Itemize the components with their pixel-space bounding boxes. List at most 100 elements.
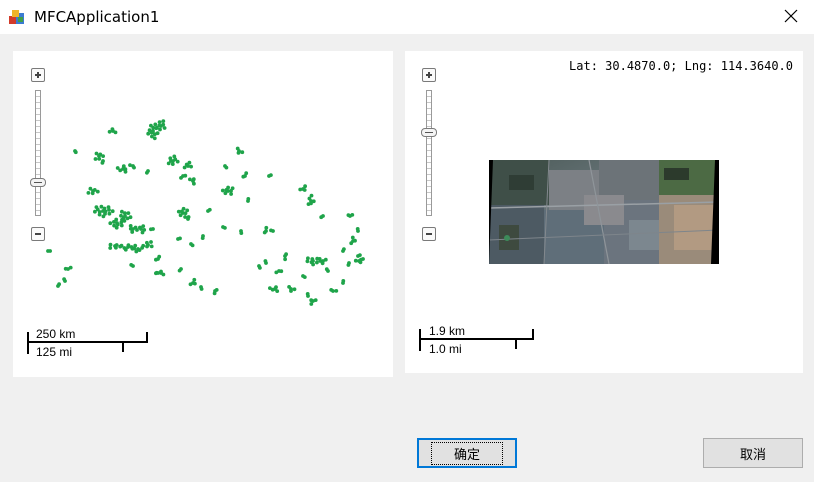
map-marker — [191, 177, 196, 182]
map-marker — [289, 289, 293, 293]
map-marker — [94, 151, 99, 156]
close-button[interactable] — [768, 0, 814, 32]
map-marker — [150, 134, 154, 139]
zoom-out-button[interactable] — [31, 227, 45, 241]
map-marker — [123, 211, 127, 216]
map-marker — [123, 247, 128, 252]
map-marker — [149, 240, 153, 244]
map-marker — [353, 258, 358, 263]
map-marker — [115, 222, 120, 227]
map-marker — [48, 249, 52, 253]
map-marker — [86, 191, 91, 195]
map-marker — [220, 188, 225, 193]
map-marker — [102, 206, 107, 211]
map-marker — [146, 131, 151, 136]
map-marker — [161, 119, 166, 123]
map-marker — [190, 243, 195, 248]
map-marker — [120, 209, 124, 214]
map-marker — [94, 205, 99, 210]
map-marker — [128, 224, 133, 228]
map-marker — [183, 211, 188, 216]
ok-button[interactable]: 确定 — [417, 438, 517, 468]
map-marker — [100, 161, 105, 165]
map-marker — [230, 186, 235, 191]
map-marker — [119, 223, 124, 228]
map-marker — [264, 225, 269, 230]
map-marker — [97, 157, 102, 161]
map-marker — [121, 164, 126, 169]
map-marker — [159, 269, 163, 274]
map-marker — [121, 215, 126, 220]
zoom-in-button[interactable] — [31, 68, 45, 82]
map-marker — [145, 170, 149, 175]
map-marker — [168, 156, 173, 161]
map-marker — [270, 287, 275, 292]
overview-map[interactable]: 250 km 125 mi — [13, 51, 393, 377]
map-marker — [309, 302, 314, 306]
map-marker — [99, 204, 104, 209]
scale-metric-label: 1.9 km — [429, 324, 466, 338]
map-marker — [135, 228, 139, 232]
map-marker — [73, 150, 78, 155]
map-marker — [350, 235, 355, 240]
zoom-slider-handle[interactable] — [30, 178, 46, 187]
map-marker — [226, 185, 231, 190]
map-marker — [192, 181, 196, 186]
map-marker — [287, 285, 291, 289]
map-marker — [358, 253, 362, 257]
map-marker — [153, 122, 158, 127]
map-marker — [134, 249, 139, 254]
map-marker — [172, 154, 177, 159]
map-marker — [173, 157, 178, 162]
map-marker — [132, 165, 136, 170]
zoom-in-button[interactable] — [422, 68, 436, 82]
map-marker — [188, 177, 192, 182]
map-marker — [179, 176, 183, 180]
map-marker — [141, 224, 146, 229]
map-marker — [123, 169, 128, 174]
map-marker — [126, 211, 131, 216]
map-marker — [141, 243, 146, 248]
map-marker — [309, 298, 314, 303]
map-marker — [178, 236, 182, 241]
map-marker — [126, 243, 131, 248]
map-marker — [108, 242, 113, 247]
map-marker — [359, 257, 363, 262]
title-bar: MFCApplication1 — [0, 0, 814, 34]
scale-imperial-label: 125 mi — [36, 345, 73, 359]
map-marker — [200, 236, 205, 241]
map-marker — [319, 215, 324, 220]
map-marker — [138, 225, 142, 230]
close-icon — [784, 9, 798, 23]
map-marker — [157, 120, 162, 124]
map-marker — [305, 259, 310, 264]
map-marker — [152, 136, 157, 141]
map-marker — [305, 292, 310, 296]
map-marker — [263, 259, 268, 263]
map-marker — [193, 281, 197, 286]
map-marker — [161, 272, 166, 277]
map-marker — [178, 213, 183, 218]
map-marker — [310, 257, 315, 261]
map-marker — [145, 244, 149, 249]
map-marker — [311, 199, 316, 204]
zoom-out-button[interactable] — [422, 227, 436, 241]
cancel-button-label: 取消 — [739, 447, 766, 463]
zoom-slider-track[interactable] — [426, 90, 432, 216]
zoom-slider-handle[interactable] — [421, 128, 437, 137]
map-marker — [323, 257, 328, 262]
map-marker — [346, 263, 351, 267]
map-marker — [118, 168, 123, 173]
map-marker — [113, 130, 118, 135]
map-marker — [130, 230, 135, 234]
detail-map[interactable]: Lat: 30.4870.0; Lng: 114.3640.0 — [405, 51, 803, 373]
zoom-slider-track[interactable] — [35, 90, 41, 216]
map-marker — [97, 212, 102, 217]
map-marker — [110, 209, 115, 214]
cancel-button[interactable]: 取消 — [703, 438, 803, 468]
map-marker — [93, 209, 97, 214]
marker-layer — [46, 119, 365, 306]
map-marker — [162, 126, 167, 130]
map-marker — [187, 160, 192, 165]
window-title: MFCApplication1 — [34, 8, 160, 26]
